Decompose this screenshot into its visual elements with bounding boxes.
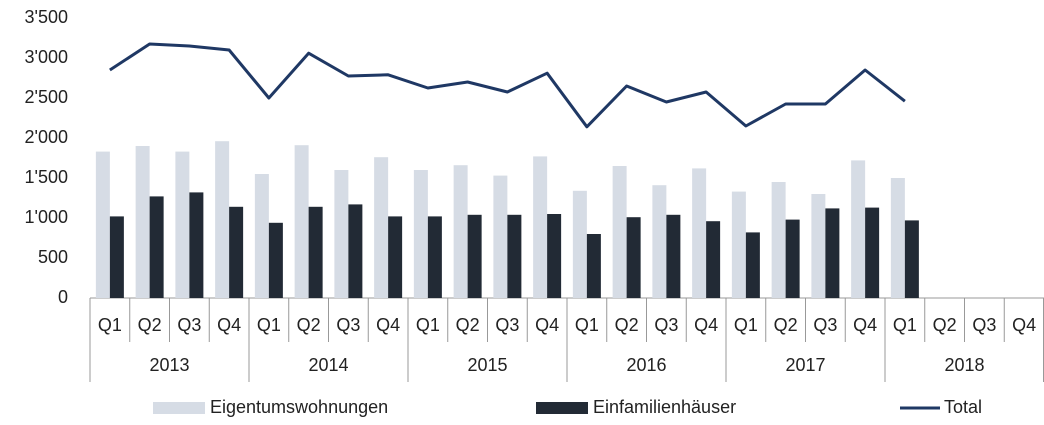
x-tick-label: Q2: [615, 315, 639, 335]
x-tick-label: Q3: [813, 315, 837, 335]
bar: [692, 168, 707, 298]
bar: [453, 165, 468, 298]
y-tick-label: 500: [38, 247, 68, 267]
bar: [95, 151, 110, 298]
x-tick-label: Q2: [297, 315, 321, 335]
x-tick-label: Q3: [972, 315, 996, 335]
x-tick-label: Q1: [893, 315, 917, 335]
bar: [851, 160, 866, 298]
y-tick-label: 0: [58, 287, 68, 307]
bar: [507, 214, 522, 298]
bar: [149, 196, 164, 298]
bar: [413, 170, 428, 298]
x-tick-label: Q1: [575, 315, 599, 335]
bar: [109, 216, 124, 298]
x-tick-label: Q4: [853, 315, 877, 335]
x-tick-label: Q1: [98, 315, 122, 335]
x-tick-label: Q2: [774, 315, 798, 335]
bar: [706, 221, 721, 298]
bar: [388, 216, 403, 298]
x-tick-label: Q2: [138, 315, 162, 335]
bar: [254, 174, 269, 298]
bar: [652, 185, 667, 298]
bar: [731, 191, 746, 298]
x-group-label: 2016: [626, 355, 666, 375]
bar: [334, 170, 349, 298]
bar: [745, 232, 760, 298]
bar: [612, 166, 627, 298]
x-tick-label: Q2: [456, 315, 480, 335]
x-tick-label: Q3: [654, 315, 678, 335]
y-tick-label: 2'500: [25, 87, 68, 107]
bar: [572, 190, 587, 298]
x-group-label: 2013: [149, 355, 189, 375]
x-tick-label: Q4: [217, 315, 241, 335]
bar: [467, 214, 482, 298]
x-group-label: 2018: [944, 355, 984, 375]
x-group-label: 2017: [785, 355, 825, 375]
x-tick-label: Q1: [416, 315, 440, 335]
x-group-label: 2015: [467, 355, 507, 375]
bar: [811, 194, 826, 298]
y-tick-label: 2'000: [25, 127, 68, 147]
x-tick-label: Q4: [376, 315, 400, 335]
y-tick-label: 3'500: [25, 7, 68, 27]
bar: [229, 206, 244, 298]
x-group-label: 2014: [308, 355, 348, 375]
bar: [890, 178, 905, 298]
legend-swatch: [153, 402, 205, 414]
bar: [135, 146, 150, 298]
bar: [865, 207, 880, 298]
x-tick-label: Q4: [535, 315, 559, 335]
x-tick-label: Q4: [1012, 315, 1036, 335]
bar: [626, 217, 641, 298]
x-tick-label: Q3: [495, 315, 519, 335]
legend-label: Einfamilienhäuser: [593, 397, 736, 417]
x-tick-label: Q1: [734, 315, 758, 335]
bar: [308, 206, 323, 298]
bar: [493, 175, 508, 298]
bar: [771, 182, 786, 298]
bar: [175, 151, 190, 298]
bar: [586, 234, 601, 298]
bar: [374, 157, 389, 298]
bar: [904, 220, 919, 298]
legend-label: Eigentumswohnungen: [210, 397, 388, 417]
x-tick-label: Q4: [694, 315, 718, 335]
bar: [268, 222, 283, 298]
legend-swatch: [536, 402, 588, 414]
bar: [294, 145, 309, 298]
bar: [533, 156, 548, 298]
bar: [189, 192, 204, 298]
bar: [348, 204, 363, 298]
legend-label: Total: [944, 397, 982, 417]
x-tick-label: Q1: [257, 315, 281, 335]
line: [109, 42, 906, 129]
bar: [427, 216, 442, 298]
bar: [666, 214, 681, 298]
bar: [215, 141, 230, 298]
y-tick-label: 1'500: [25, 167, 68, 187]
y-tick-label: 3'000: [25, 47, 68, 67]
bar: [547, 214, 562, 298]
bar: [785, 219, 800, 298]
y-tick-label: 1'000: [25, 207, 68, 227]
x-tick-label: Q2: [933, 315, 957, 335]
x-tick-label: Q3: [177, 315, 201, 335]
x-tick-label: Q3: [336, 315, 360, 335]
bar: [825, 208, 840, 298]
